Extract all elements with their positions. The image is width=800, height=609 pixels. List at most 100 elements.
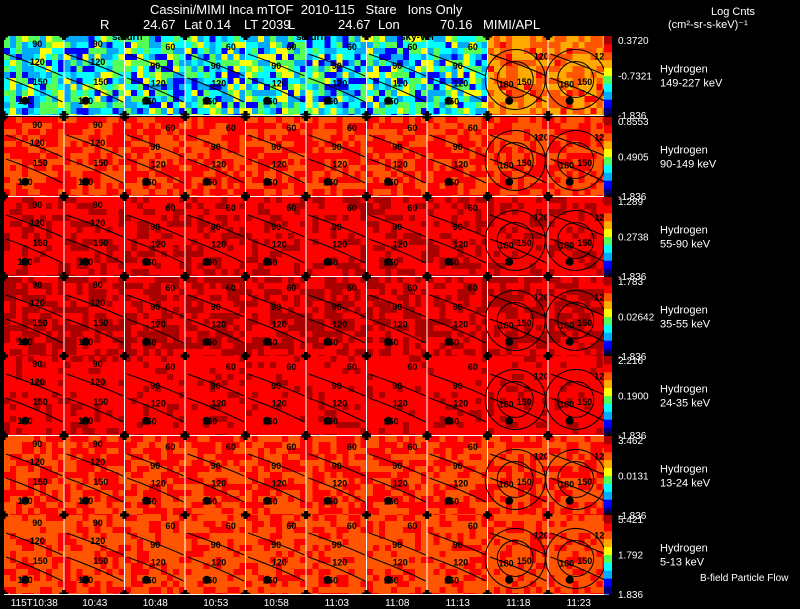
heat-cell: [590, 195, 597, 196]
heat-cell: [155, 135, 161, 141]
heat-cell: [191, 114, 198, 115]
heat-cell: [173, 114, 179, 115]
heat-cell: [215, 183, 222, 189]
heat-cell: [439, 117, 446, 123]
heat-cell: [94, 307, 101, 313]
heat-cell: [445, 209, 452, 215]
heat-cell: [4, 215, 10, 221]
heat-cell: [463, 60, 470, 66]
heat-cell: [336, 129, 343, 135]
heat-cell: [34, 295, 40, 301]
heat-cell: [264, 233, 270, 239]
heat-cell: [167, 66, 173, 72]
heat-cell: [131, 307, 137, 313]
heat-cell: [16, 355, 22, 356]
heat-cell: [258, 269, 264, 275]
heat-cell: [282, 147, 288, 153]
heat-cell: [155, 72, 161, 78]
heat-cell: [258, 117, 264, 123]
heat-cell: [173, 251, 179, 257]
heat-cell: [324, 78, 331, 84]
heat-cell: [125, 209, 131, 215]
heat-cell: [252, 171, 258, 177]
heat-cell: [572, 153, 579, 159]
heat-cell: [118, 331, 124, 337]
heat-cell: [306, 48, 313, 54]
heat-cell: [76, 114, 83, 115]
heat-cell: [34, 269, 40, 275]
heat-cell: [596, 263, 603, 269]
heat-cell: [209, 275, 216, 276]
heat-cell: [469, 36, 476, 42]
heat-cell: [348, 171, 355, 177]
heat-cell: [306, 239, 313, 245]
heat-cell: [578, 66, 585, 72]
contour-label: 60: [407, 203, 417, 213]
heat-cell: [415, 117, 421, 123]
heat-cell: [28, 114, 34, 115]
heat-cell: [463, 215, 470, 221]
heat-cell: [367, 197, 373, 203]
channel-species: Hydrogen: [660, 64, 708, 76]
heat-cell: [524, 227, 530, 233]
heat-cell: [451, 78, 458, 84]
heat-cell: [427, 245, 434, 251]
heat-cell: [112, 203, 119, 209]
heat-cell: [40, 36, 46, 42]
heat-cell: [76, 269, 83, 275]
heat-cell: [427, 221, 434, 227]
heat-cell: [252, 227, 258, 233]
heat-cell: [488, 90, 494, 96]
heat-cell: [221, 263, 228, 269]
heat-cell: [88, 129, 95, 135]
heat-cell: [215, 54, 222, 60]
heat-cell: [118, 215, 124, 221]
heat-cell: [28, 66, 34, 72]
heat-cell: [439, 215, 446, 221]
heat-cell: [596, 251, 603, 257]
heat-cell: [46, 141, 52, 147]
heat-cell: [409, 165, 415, 171]
heat-cell: [330, 66, 337, 72]
heat-cell: [445, 171, 452, 177]
heat-cell: [512, 96, 518, 102]
heat-cell: [433, 251, 440, 257]
heat-cell: [112, 129, 119, 135]
heat-cell: [76, 177, 83, 183]
heat-cell: [312, 171, 319, 177]
heat-cell: [46, 177, 52, 183]
heat-cell: [100, 319, 107, 325]
contour-label: 90: [211, 142, 221, 152]
heat-cell: [427, 135, 434, 141]
heat-cell: [149, 135, 155, 141]
heat-cell: [439, 177, 446, 183]
heat-cell: [445, 215, 452, 221]
heat-cell: [282, 54, 288, 60]
heat-cell: [312, 233, 319, 239]
contour-label: 90: [271, 61, 281, 71]
heat-cell: [185, 159, 192, 165]
heat-cell: [28, 257, 34, 263]
heat-cell: [149, 54, 155, 60]
heat-cell: [64, 227, 71, 233]
heat-cell: [348, 215, 355, 221]
heat-cell: [596, 195, 603, 196]
heat-cell: [64, 313, 71, 319]
heat-cell: [385, 84, 391, 90]
heat-cell: [433, 117, 440, 123]
heat-cell: [330, 263, 337, 269]
heat-cell: [143, 215, 149, 221]
heat-cell: [143, 102, 149, 108]
heat-cell: [197, 251, 204, 257]
heat-cell: [82, 331, 89, 337]
heat-cell: [397, 263, 403, 269]
heat-cell: [137, 183, 143, 189]
heat-cell: [415, 209, 421, 215]
heat-cell: [451, 66, 458, 72]
heat-cell: [16, 239, 22, 245]
heat-cell: [203, 215, 210, 221]
heat-cell: [524, 72, 530, 78]
heat-cell: [324, 135, 331, 141]
heat-cell: [221, 257, 228, 263]
heat-cell: [536, 245, 542, 251]
